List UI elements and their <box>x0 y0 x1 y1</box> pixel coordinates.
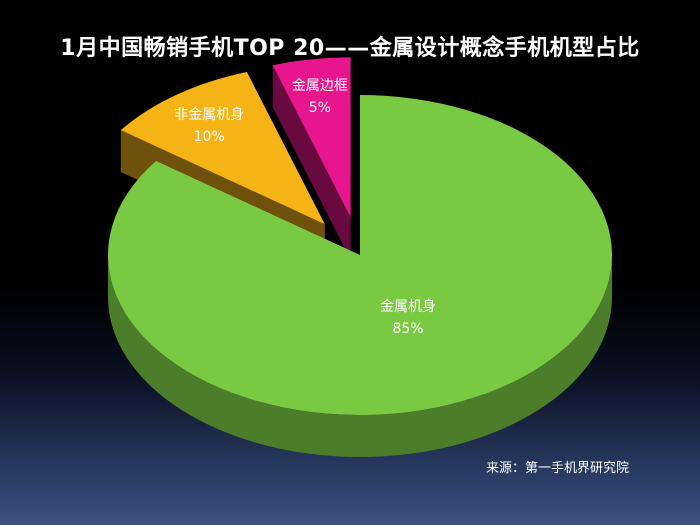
slice-label-non-metal-body: 非金属机身 <box>174 107 244 123</box>
slice-value-metal-frame: 5% <box>309 100 331 116</box>
slice-label-metal-body: 金属机身 <box>380 299 436 315</box>
slice-non-metal-body <box>120 72 325 225</box>
slice-wall-metal-frame-0 <box>272 65 351 260</box>
slice-metal-frame <box>272 57 351 218</box>
chart-title: 1月中国畅销手机TOP 20——金属设计概念手机机型占比 <box>60 36 640 61</box>
slice-value-metal-body: 85% <box>392 321 423 337</box>
slice-value-non-metal-body: 10% <box>194 129 225 145</box>
slice-metal-body <box>108 95 613 415</box>
source-note: 来源：第一手机界研究院 <box>486 461 630 476</box>
slice-side-metal-body <box>108 255 612 457</box>
slice-label-metal-frame: 金属边框 <box>292 78 348 94</box>
